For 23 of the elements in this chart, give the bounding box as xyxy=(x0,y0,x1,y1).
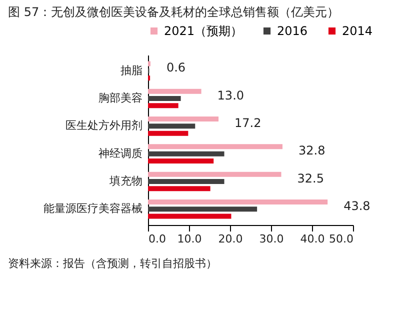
legend-label: 2021（预期） xyxy=(164,24,243,38)
data-label: 0.6 xyxy=(166,60,186,75)
x-tick-label: 50.0 xyxy=(329,232,354,246)
x-tick-label: 10.0 xyxy=(177,232,202,246)
data-label: 13.0 xyxy=(217,88,244,102)
text: 资料来源：报告（含预测，转引自招股书） xyxy=(8,257,217,270)
y-tick-label: 胸部美容 xyxy=(98,92,142,105)
legend-label: 2016 xyxy=(277,24,308,38)
chart-title: 图 57：无创及微创医美设备及耗材的全球总销售额（亿美元） xyxy=(8,5,340,19)
data-label: 43.8 xyxy=(344,198,370,213)
x-tick-label: 30.0 xyxy=(259,232,284,246)
data-label: 17.2 xyxy=(234,116,262,130)
legend-label: 2014 xyxy=(342,24,373,38)
data-label: 32.5 xyxy=(297,171,324,186)
x-tick-label: 20.0 xyxy=(218,232,243,246)
x-tick-label: 40.0 xyxy=(300,232,325,246)
y-tick-label: 填充物 xyxy=(108,174,142,188)
y-tick-label: 医生处方外用剂 xyxy=(66,119,142,132)
y-tick-label: 神经调质 xyxy=(98,146,142,160)
y-tick-label: 能量源医疗美容器械 xyxy=(44,202,142,216)
x-tick-label: 0.0 xyxy=(148,232,166,246)
data-label: 32.8 xyxy=(298,144,326,158)
y-tick-label: 抽脂 xyxy=(120,64,142,77)
